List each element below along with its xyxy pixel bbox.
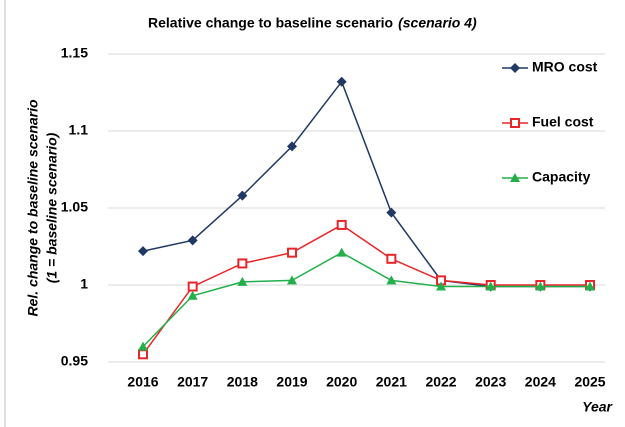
marker xyxy=(386,275,397,285)
x-tick-label: 2017 xyxy=(177,374,208,390)
marker xyxy=(336,76,347,87)
x-tick-label: 2020 xyxy=(326,374,357,390)
x-tick-label: 2022 xyxy=(425,374,456,390)
x-tick-label: 2016 xyxy=(127,374,158,390)
marker xyxy=(187,281,198,292)
marker xyxy=(535,281,546,291)
series-line xyxy=(142,251,591,348)
marker xyxy=(436,281,447,291)
y-tick-label: 1.05 xyxy=(61,199,88,215)
marker xyxy=(386,253,397,264)
y-tick-label: 1.1 xyxy=(69,122,89,138)
marker xyxy=(237,276,248,286)
y-axis-label-line: Rel. change to baseline scenario xyxy=(25,99,41,317)
marker xyxy=(287,247,298,258)
x-tick-label: 2025 xyxy=(574,374,605,390)
x-tick-label: 2024 xyxy=(525,374,556,390)
marker xyxy=(386,207,397,218)
chart-title-note: (scenario 4) xyxy=(398,15,477,31)
y-tick-label: 1 xyxy=(80,276,88,292)
series-line xyxy=(142,224,591,355)
x-tick-label: 2018 xyxy=(227,374,258,390)
legend-marker xyxy=(510,173,520,182)
legend-marker xyxy=(510,118,520,128)
legend-label: Capacity xyxy=(532,169,591,185)
y-axis-label: Rel. change to baseline scenario (1 = ba… xyxy=(25,99,60,317)
series-line xyxy=(142,80,591,288)
marker xyxy=(187,235,198,246)
marker xyxy=(336,247,347,257)
y-tick-label: 0.95 xyxy=(61,353,88,369)
marker xyxy=(485,281,496,291)
x-tick-label: 2021 xyxy=(376,374,407,390)
marker xyxy=(187,290,198,300)
marker xyxy=(237,258,248,269)
chart-title: Relative change to baseline scenario xyxy=(148,15,393,31)
marker xyxy=(237,190,248,201)
marker xyxy=(138,246,148,257)
y-axis-label-line: (1 = baseline scenario) xyxy=(44,132,60,283)
marker xyxy=(138,341,148,351)
x-tick-label: 2023 xyxy=(475,374,506,390)
marker xyxy=(287,275,298,285)
x-axis-label: Year xyxy=(582,399,613,415)
marker xyxy=(287,141,298,152)
marker xyxy=(138,349,148,360)
x-tick-label: 2019 xyxy=(276,374,307,390)
marker xyxy=(336,219,347,230)
legend-label: Fuel cost xyxy=(532,114,594,130)
marker xyxy=(585,281,596,291)
y-tick-label: 1.15 xyxy=(61,45,88,61)
legend-marker xyxy=(510,63,520,73)
legend-label: MRO cost xyxy=(532,59,598,75)
